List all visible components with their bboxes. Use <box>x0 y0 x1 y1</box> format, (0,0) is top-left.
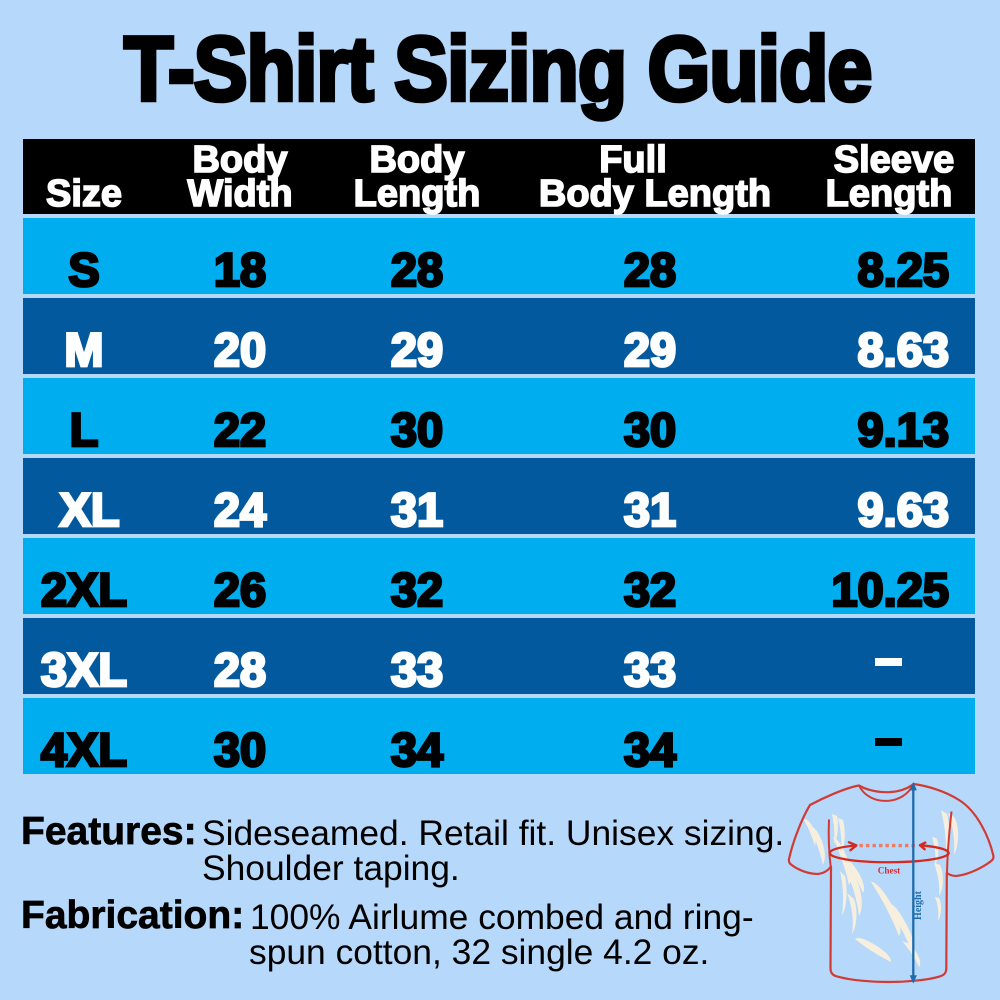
svg-text:Height: Height <box>913 890 924 920</box>
svg-text:Chest: Chest <box>878 866 901 876</box>
